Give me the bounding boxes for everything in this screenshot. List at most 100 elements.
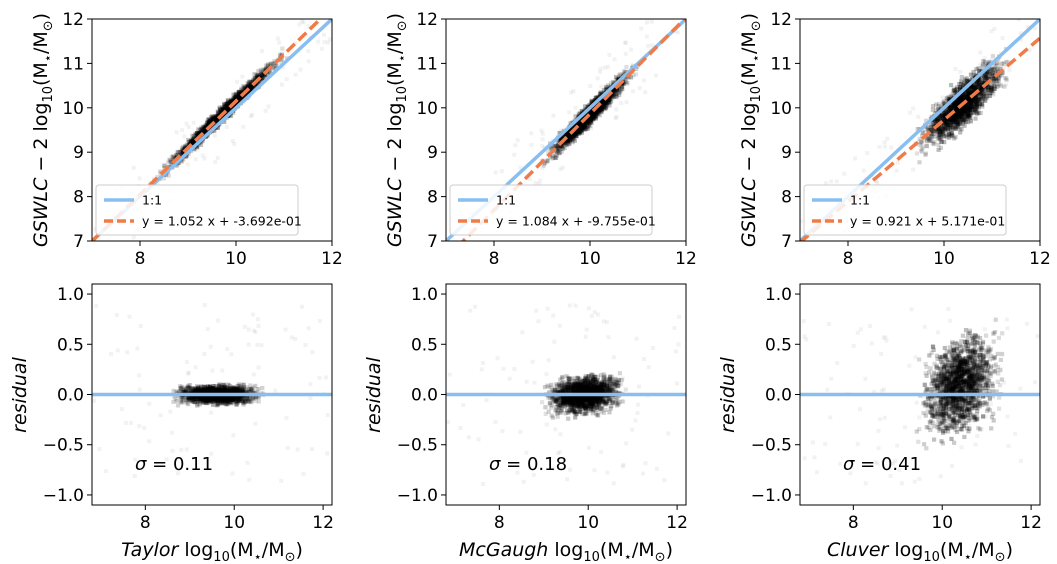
density-outlier — [865, 151, 870, 156]
density-cell — [598, 91, 603, 97]
density-cell — [951, 120, 956, 125]
density-cell — [960, 111, 965, 116]
density-cell — [203, 127, 208, 132]
density-cell — [964, 95, 969, 100]
density-cell — [978, 84, 983, 89]
density-cell — [589, 100, 594, 105]
density-cell — [254, 394, 259, 399]
density-cell — [204, 130, 209, 135]
density-cell — [567, 135, 572, 140]
density-cell — [977, 91, 982, 96]
density-cell — [158, 169, 163, 174]
density-cell — [205, 124, 210, 129]
density-cell — [267, 70, 273, 75]
density-cell — [596, 107, 601, 112]
density-cell — [620, 78, 626, 83]
density-cell — [978, 101, 983, 106]
density-cell — [560, 135, 565, 140]
density-cell — [575, 129, 580, 134]
density-cell — [592, 113, 597, 119]
density-cell — [966, 97, 971, 102]
density-cell — [602, 100, 607, 105]
density-outlier — [131, 235, 136, 240]
density-outlier — [213, 160, 218, 165]
density-cell — [220, 400, 225, 405]
density-cell — [577, 120, 582, 125]
density-cell — [592, 103, 598, 108]
density-cell — [576, 125, 582, 130]
density-cell — [589, 108, 594, 114]
density-cell — [542, 161, 547, 166]
density-cell — [602, 100, 607, 105]
density-cell — [945, 108, 950, 113]
density-cell — [599, 98, 604, 103]
density-cell — [251, 85, 256, 91]
density-cell — [557, 130, 562, 136]
density-cell — [565, 129, 570, 134]
density-cell — [980, 104, 985, 109]
density-cell — [246, 89, 251, 95]
density-cell — [947, 131, 952, 137]
density-cell — [554, 147, 559, 152]
density-cell — [209, 389, 214, 394]
density-cell — [954, 103, 959, 108]
density-cell — [959, 75, 964, 80]
density-cell — [947, 122, 952, 127]
density-cell — [616, 86, 621, 91]
density-cell — [171, 155, 176, 160]
density-cell — [203, 129, 208, 134]
density-outlier — [297, 22, 302, 27]
density-cell — [210, 119, 215, 124]
density-cell — [597, 104, 602, 109]
density-cell — [216, 387, 222, 392]
density-cell — [956, 97, 961, 103]
density-cell — [568, 135, 573, 140]
density-cell — [598, 106, 603, 112]
density-cell — [980, 88, 985, 93]
density-cell — [985, 73, 990, 78]
density-cell — [572, 122, 577, 127]
density-cell — [216, 117, 221, 123]
density-outlier — [877, 144, 882, 149]
density-cell — [202, 131, 208, 136]
density-cell — [947, 97, 952, 102]
density-cell — [614, 93, 619, 98]
density-cell — [565, 137, 570, 142]
density-cell — [962, 110, 967, 115]
density-cell — [971, 97, 977, 102]
density-cell — [942, 125, 947, 130]
density-cell — [588, 119, 593, 124]
density-cell — [206, 118, 211, 123]
density-cell — [968, 101, 974, 106]
density-cell — [240, 95, 245, 100]
density-cell — [929, 128, 934, 133]
density-cell — [944, 108, 949, 113]
density-cell — [268, 61, 273, 66]
density-cell — [562, 140, 567, 145]
density-cell — [979, 83, 984, 88]
density-cell — [596, 106, 601, 111]
density-cell — [247, 86, 252, 91]
density-cell — [958, 113, 963, 118]
density-cell — [210, 124, 216, 129]
density-cell — [591, 115, 596, 120]
density-outlier — [515, 138, 520, 143]
density-outlier — [559, 128, 564, 133]
density-cell — [574, 129, 579, 134]
density-cell — [983, 91, 988, 97]
density-cell — [967, 95, 972, 100]
density-cell — [254, 83, 259, 88]
density-cell — [196, 386, 201, 391]
density-outlier — [266, 104, 271, 109]
density-cell — [580, 121, 585, 127]
density-cell — [946, 123, 951, 128]
density-cell — [942, 111, 947, 116]
density-cell — [947, 116, 953, 121]
density-cell — [230, 99, 235, 104]
density-cell — [959, 94, 964, 99]
density-cell — [196, 132, 201, 137]
density-cell — [192, 136, 197, 141]
density-cell — [180, 148, 185, 153]
density-cell — [945, 110, 951, 115]
density-cell — [584, 120, 589, 125]
